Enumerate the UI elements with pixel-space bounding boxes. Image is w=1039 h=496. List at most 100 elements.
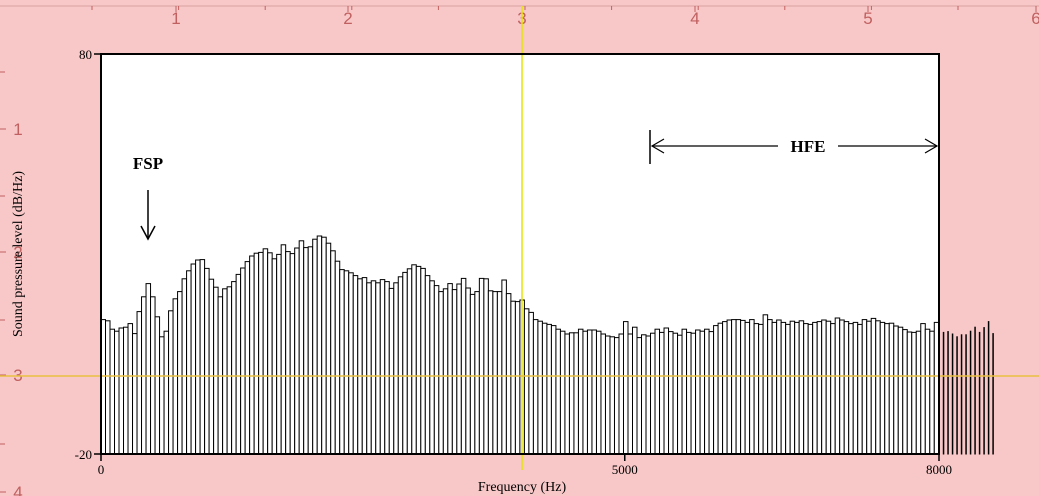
spectrum-bar bbox=[866, 320, 872, 455]
spectrum-bar bbox=[163, 330, 170, 455]
spectrum-bar bbox=[325, 242, 332, 455]
spectrum-bar bbox=[618, 333, 624, 455]
spectrum-bar bbox=[978, 331, 981, 455]
spectrum-bar bbox=[839, 319, 845, 455]
spectrum-bar bbox=[501, 279, 507, 455]
y-tick-label: 80 bbox=[79, 47, 92, 62]
spectrum-bar bbox=[258, 251, 264, 455]
spectrum-bar bbox=[726, 319, 733, 455]
spectrum-bar bbox=[582, 330, 588, 455]
spectrum-bar bbox=[821, 319, 827, 455]
spectrum-bar bbox=[573, 332, 579, 455]
spectrum-bar bbox=[632, 326, 638, 455]
spectrum-bar bbox=[262, 248, 269, 455]
spectrum-bar bbox=[474, 291, 480, 455]
spectrum-bar bbox=[429, 280, 435, 455]
spectrum-bar bbox=[487, 290, 494, 455]
spectrum-bar bbox=[352, 275, 359, 455]
spectrum-bar bbox=[879, 321, 886, 455]
spectrum-bar bbox=[951, 333, 954, 455]
spectrum-bar bbox=[379, 279, 386, 455]
top-ruler-label: 1 bbox=[171, 9, 180, 28]
spectrum-bar bbox=[375, 282, 381, 455]
spectrum-bar bbox=[541, 322, 548, 455]
spectrum-bar bbox=[312, 238, 318, 455]
spectrum-bar bbox=[159, 336, 165, 455]
plot-frame bbox=[100, 53, 940, 455]
left-ruler-label: 2 bbox=[13, 243, 22, 262]
spectrum-bar bbox=[514, 301, 521, 455]
spectrum-bar bbox=[740, 319, 746, 455]
hfe-arrow-left-head bbox=[650, 138, 665, 154]
x-axis-title: Frequency (Hz) bbox=[478, 480, 567, 495]
spectrum-bar bbox=[478, 277, 485, 455]
spectrum-bar bbox=[735, 319, 742, 455]
spectrum-bar bbox=[334, 260, 341, 455]
spectrum-bar bbox=[965, 334, 967, 455]
top-ruler-label: 2 bbox=[343, 9, 352, 28]
fsp-annotation: FSP bbox=[133, 154, 163, 241]
spectrum-bar bbox=[893, 325, 899, 455]
spectrum-bar bbox=[803, 323, 809, 455]
spectrum-bar bbox=[663, 327, 670, 455]
spectrum-bar bbox=[785, 323, 791, 455]
spectrum-bar bbox=[447, 283, 453, 455]
spectrum-bar bbox=[213, 286, 219, 455]
spectrum-bar bbox=[370, 280, 377, 455]
spectrum-bar bbox=[276, 253, 282, 455]
spectrum-bar bbox=[960, 334, 963, 455]
x-tick-label: 8000 bbox=[926, 462, 952, 477]
spectrum-bar bbox=[550, 325, 557, 455]
spectrum-bar bbox=[114, 330, 120, 455]
spectrum-bar bbox=[483, 278, 489, 455]
spectrum-bar bbox=[433, 285, 440, 455]
spectrum-bar bbox=[650, 332, 656, 455]
spectrum-bar bbox=[469, 293, 476, 455]
x-tick-label: 0 bbox=[98, 462, 105, 477]
spectrum-bar bbox=[303, 247, 309, 455]
spectrum-bar bbox=[208, 278, 215, 455]
spectrum-bar bbox=[627, 333, 634, 455]
spectrum-bar bbox=[884, 323, 890, 455]
spectrum-bar bbox=[695, 329, 701, 455]
spectrum-bar bbox=[505, 293, 512, 455]
spectrum-bar bbox=[438, 291, 444, 455]
spectrum-bar bbox=[420, 267, 426, 455]
spectrum-bar bbox=[686, 331, 692, 455]
spectrum-bar bbox=[145, 283, 152, 455]
spectrum-bar bbox=[915, 330, 922, 455]
spectrum-bar bbox=[231, 281, 237, 455]
spectrum-bar bbox=[699, 330, 706, 455]
spectrum-bar bbox=[285, 251, 291, 455]
spectrum-bar bbox=[758, 323, 764, 455]
spectrum-bar bbox=[136, 311, 143, 455]
spectrum-bar bbox=[222, 288, 228, 455]
spectrum-bar bbox=[591, 329, 597, 455]
spectrum-bar bbox=[366, 282, 372, 455]
spectrum-bar bbox=[154, 316, 161, 455]
spectrum-bar bbox=[722, 321, 728, 455]
spectrum-bar bbox=[564, 333, 570, 455]
spectrum-bar bbox=[888, 322, 895, 455]
spectrum-bar bbox=[771, 321, 778, 455]
spectrum-bar bbox=[415, 265, 422, 455]
y-axis-ticks: 80 -20 bbox=[75, 47, 101, 462]
spectrum-bar bbox=[843, 321, 850, 455]
spectrum-bar bbox=[654, 328, 661, 455]
spectrum-bar bbox=[744, 321, 751, 455]
spectrum-bar bbox=[456, 283, 462, 455]
spectrum-bar bbox=[294, 247, 300, 455]
spectrum-bar bbox=[532, 319, 539, 455]
spectrum-bar bbox=[510, 300, 516, 455]
spectrum-bar bbox=[402, 271, 408, 455]
spectrum-bar bbox=[717, 322, 724, 455]
spectrum-bar bbox=[690, 332, 697, 455]
spectrum-bar bbox=[465, 287, 471, 455]
spectrum-bar bbox=[983, 327, 985, 455]
spectrum-bar bbox=[199, 259, 206, 455]
spectrum-bar bbox=[924, 328, 931, 455]
spectrum-bar bbox=[767, 319, 773, 455]
spectrum-bar bbox=[852, 321, 859, 455]
y-tick-label: -20 bbox=[75, 447, 92, 462]
spectrum-bar bbox=[388, 287, 395, 455]
